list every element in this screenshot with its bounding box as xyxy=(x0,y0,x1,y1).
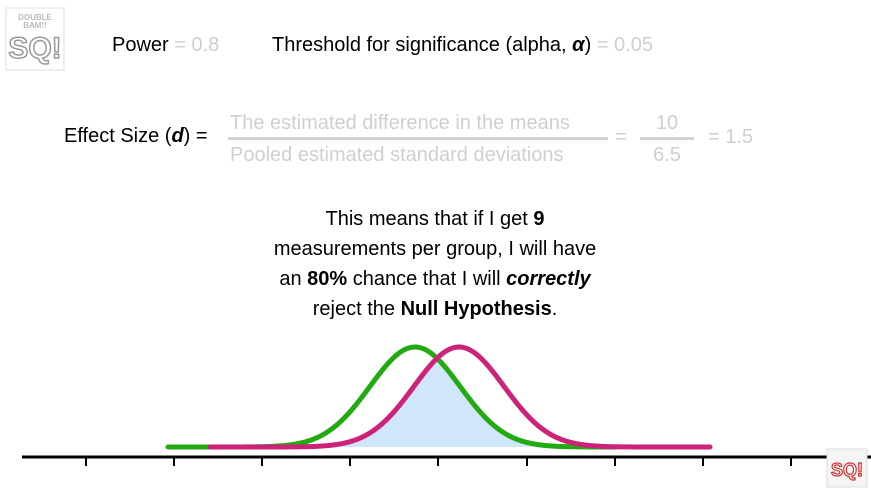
msg-part-4: chance that I will xyxy=(347,268,507,290)
msg-part-3: an xyxy=(279,268,308,290)
fraction-denominator: Pooled estimated standard deviations xyxy=(230,144,564,166)
msg-percent: 80% xyxy=(307,268,348,290)
numerator-value: 10 xyxy=(655,112,679,134)
effect-size-suffix: ) = xyxy=(183,125,208,147)
fraction-bar xyxy=(228,137,608,140)
overlap-area xyxy=(298,359,616,447)
d-symbol: d xyxy=(171,125,184,147)
svg-text:DOUBLE: DOUBLE xyxy=(18,13,52,22)
alpha-close: ) xyxy=(584,34,592,56)
magenta-distribution-curve xyxy=(207,344,713,450)
msg-part-1: This means that if I get xyxy=(325,208,534,230)
statquest-corner-logo: SQ! xyxy=(826,448,868,488)
denominator-value: 6.5 xyxy=(653,144,681,166)
explanation-text: This means that if I get 9 measurements … xyxy=(235,204,635,324)
alpha-label: Threshold for significance (alpha, xyxy=(272,34,573,56)
axis-ticks xyxy=(85,457,792,466)
alpha-symbol: α xyxy=(572,34,585,56)
power-line: Power = 0.8 xyxy=(112,34,219,57)
msg-part-2: measurements per group, I will have xyxy=(273,238,597,260)
msg-period: . xyxy=(551,298,558,320)
equals-sign: = xyxy=(615,126,627,148)
effect-size-result: = 1.5 xyxy=(708,126,754,148)
effect-size-prefix: Effect Size ( xyxy=(64,125,172,147)
alpha-line: Threshold for significance (alpha, α) = … xyxy=(272,34,653,57)
fraction-numerator: The estimated difference in the means xyxy=(230,112,570,134)
value-fraction-bar xyxy=(640,137,694,140)
distribution-plot xyxy=(22,344,871,466)
statquest-logo: DOUBLE BAM!! SQ! xyxy=(5,7,65,71)
power-label: Power xyxy=(112,34,169,56)
msg-null-hypothesis: Null Hypothesis xyxy=(400,298,552,320)
effect-size-label: Effect Size (d) = xyxy=(64,125,208,148)
svg-text:BAM!!: BAM!! xyxy=(23,21,47,30)
svg-text:SQ!: SQ! xyxy=(8,32,61,65)
svg-text:SQ!: SQ! xyxy=(831,460,863,480)
msg-part-5: reject the xyxy=(312,298,401,320)
msg-correctly: correctly xyxy=(506,268,591,290)
msg-sample-size: 9 xyxy=(533,208,545,230)
power-value: = 0.8 xyxy=(174,34,220,56)
alpha-value: = 0.05 xyxy=(596,34,653,56)
